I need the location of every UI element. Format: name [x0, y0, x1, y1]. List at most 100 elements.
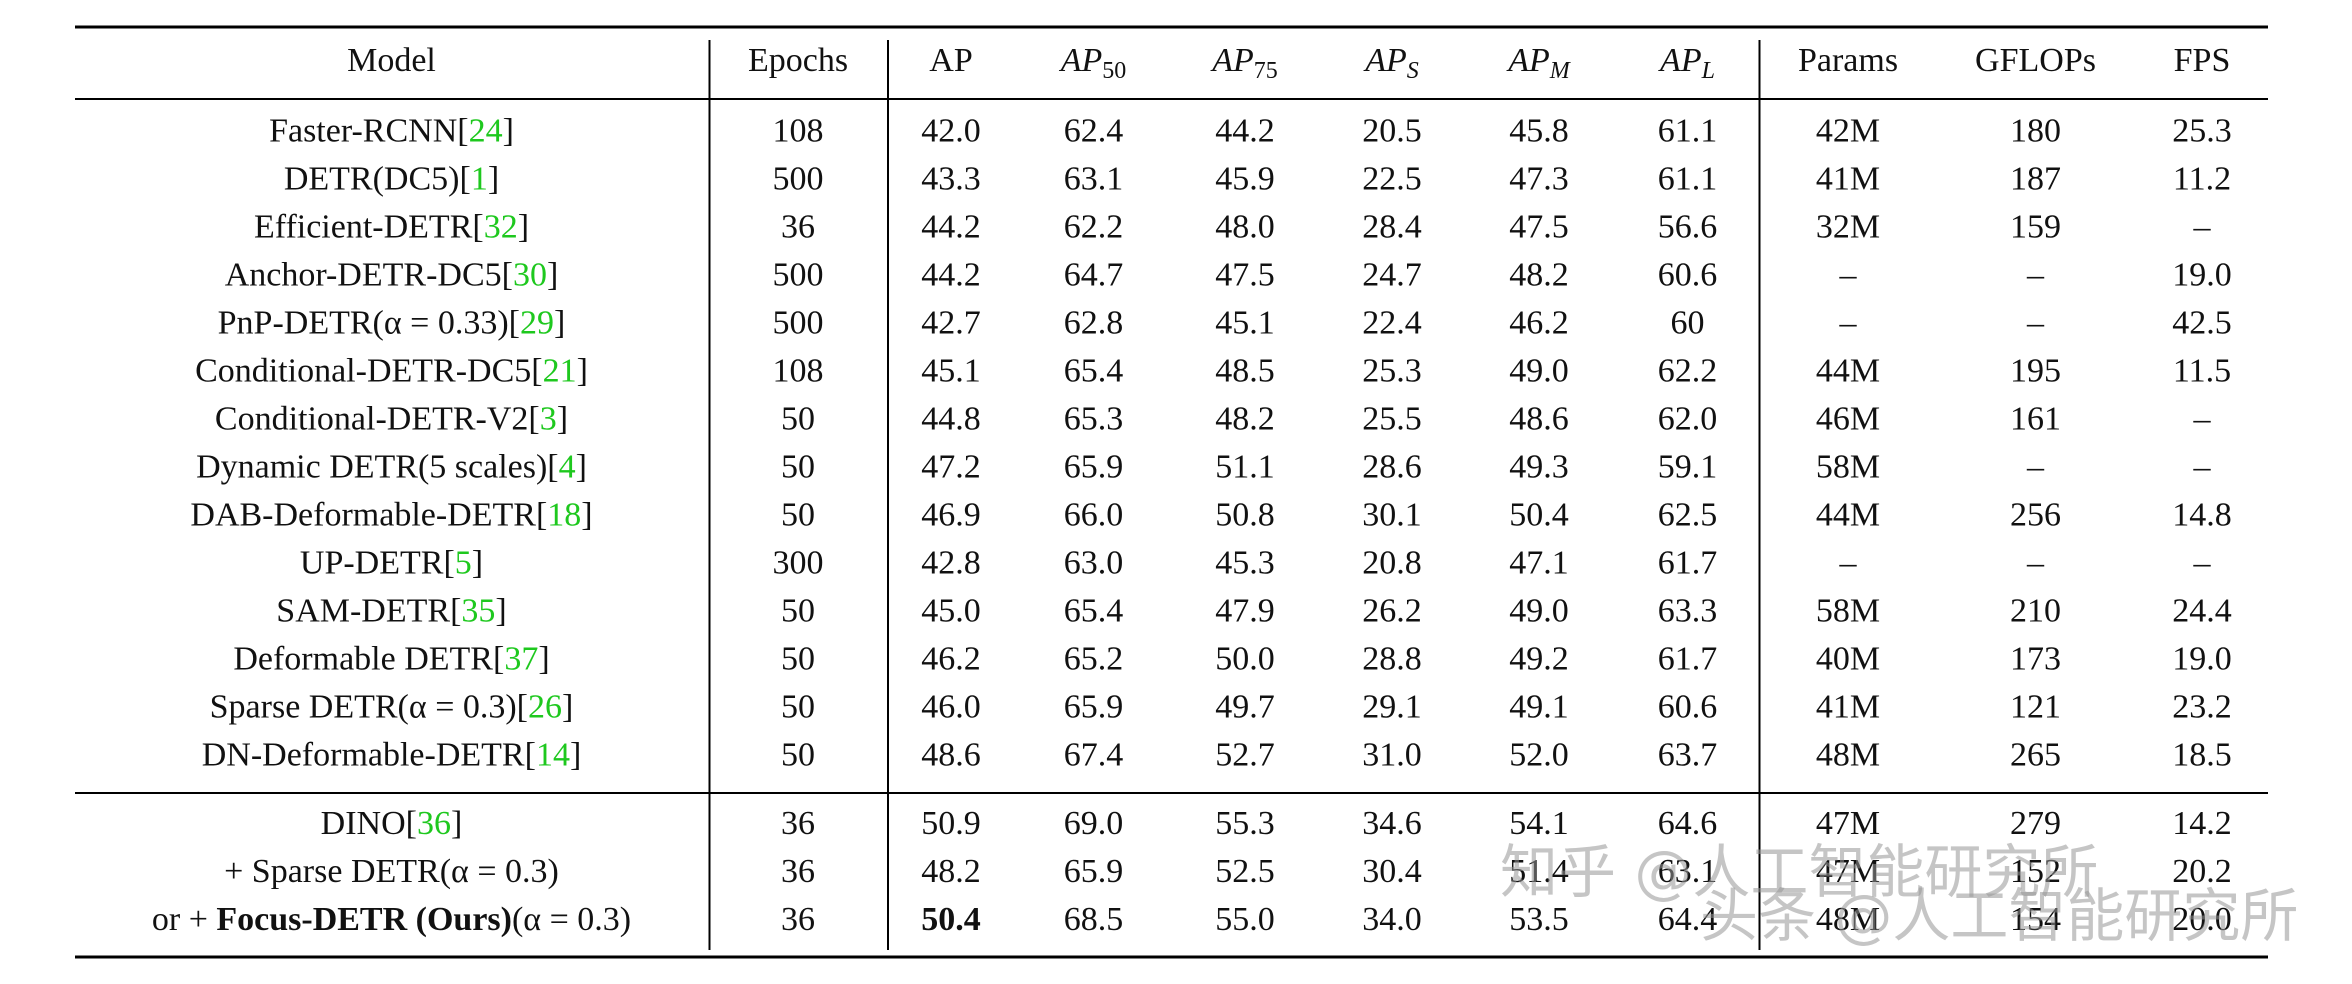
cell-value: 48.0 [1215, 208, 1275, 245]
cell-value: 49.2 [1509, 640, 1569, 677]
model-text: ] [554, 304, 565, 341]
cell-value: 60.6 [1658, 688, 1718, 725]
model-text: Conditional-DETR-DC5[ [195, 352, 543, 389]
cell-value: 42.0 [921, 112, 981, 149]
cell-value: 45.1 [921, 352, 981, 389]
cell-value: 65.3 [1064, 400, 1124, 437]
cell-value: 25.3 [1362, 352, 1422, 389]
header-cell: Model [347, 42, 436, 79]
cell-value: 69.0 [1064, 805, 1124, 842]
cell-value: 60 [1671, 304, 1705, 341]
cell-value: – [1839, 256, 1858, 293]
cell-value: 300 [773, 544, 824, 581]
cell-value: – [2193, 544, 2212, 581]
cell-value: 62.2 [1064, 208, 1124, 245]
cell-value: 108 [773, 112, 824, 149]
cell-value: 19.0 [2172, 256, 2232, 293]
cell-value: 265 [2010, 736, 2061, 773]
reference: 18 [547, 496, 581, 533]
header-cell: APM [1506, 42, 1572, 84]
cell-value: 62.5 [1658, 496, 1718, 533]
header-subscript: L [1701, 58, 1715, 84]
cell-value: 50 [781, 688, 815, 725]
cell-value: 36 [781, 853, 815, 890]
header-cell: AP [929, 42, 972, 79]
cell-value: 48.2 [1215, 400, 1275, 437]
cell-value: 64.7 [1064, 256, 1124, 293]
cell-value: 65.4 [1064, 352, 1124, 389]
model-text: ] [451, 805, 462, 842]
reference: 30 [513, 256, 547, 293]
model-name: Conditional-DETR-V2[3] [215, 400, 568, 437]
cell-value: 20.2 [2172, 853, 2232, 890]
cell-value: 49.1 [1509, 688, 1569, 725]
cell-value: 51.1 [1215, 448, 1275, 485]
cell-value: 50 [781, 736, 815, 773]
cell-value: 23.2 [2172, 688, 2232, 725]
model-text: Conditional-DETR-V2[ [215, 400, 540, 437]
cell-value: 180 [2010, 112, 2061, 149]
cell-value: 32M [1816, 208, 1880, 245]
header-cell: APS [1363, 42, 1419, 84]
cell-value: 500 [773, 256, 824, 293]
cell-value: – [2193, 208, 2212, 245]
cell-value: 36 [781, 805, 815, 842]
reference: 35 [461, 592, 495, 629]
cell-value: 64.6 [1658, 805, 1718, 842]
cell-value: 47.2 [921, 448, 981, 485]
cell-value: 36 [781, 208, 815, 245]
reference: 1 [471, 160, 488, 197]
header-text: Epochs [748, 42, 848, 79]
model-text: Dynamic DETR(5 scales)[ [196, 448, 559, 485]
reference: 5 [455, 544, 472, 581]
reference: 21 [543, 352, 577, 389]
cell-value: 14.8 [2172, 496, 2232, 533]
cell-value: 30.1 [1362, 496, 1422, 533]
cell-value: 68.5 [1064, 901, 1124, 938]
cell-value: – [2026, 304, 2045, 341]
cell-value: 56.6 [1658, 208, 1718, 245]
model-name: Deformable DETR[37] [233, 640, 549, 677]
cell-value: 67.4 [1064, 736, 1124, 773]
cell-value: 46.9 [921, 496, 981, 533]
cell-value: 40M [1816, 640, 1880, 677]
cell-value: 46.2 [921, 640, 981, 677]
cell-value: 44M [1816, 496, 1880, 533]
cell-value: 152 [2010, 853, 2061, 890]
model-text: ] [472, 544, 483, 581]
cell-value: 64.4 [1658, 901, 1718, 938]
cell-value: 63.3 [1658, 592, 1718, 629]
cell-value: 63.7 [1658, 736, 1718, 773]
cell-value: – [1839, 304, 1858, 341]
cell-value: 50 [781, 592, 815, 629]
cell-value: 47M [1816, 853, 1880, 890]
cell-value: 47.3 [1509, 160, 1569, 197]
cell-value: 63.1 [1658, 853, 1718, 890]
cell-value: 25.3 [2172, 112, 2232, 149]
cell-value: 28.8 [1362, 640, 1422, 677]
cell-value: 42.8 [921, 544, 981, 581]
cell-value: 11.5 [2173, 352, 2231, 389]
cell-value: 50.8 [1215, 496, 1275, 533]
cell-value: 47.1 [1509, 544, 1569, 581]
cell-value: 11.2 [2173, 160, 2231, 197]
cell-value: 61.7 [1658, 544, 1718, 581]
model-name: + Sparse DETR(α = 0.3) [224, 853, 559, 890]
model-text: ] [570, 736, 581, 773]
header-subscript: M [1549, 58, 1572, 84]
header-text: AP [929, 42, 972, 79]
model-text: ] [538, 640, 549, 677]
cell-value: 47.9 [1215, 592, 1275, 629]
cell-value: 28.6 [1362, 448, 1422, 485]
model-text: Deformable DETR[ [233, 640, 504, 677]
cell-value: 48.5 [1215, 352, 1275, 389]
cell-value: – [2193, 400, 2212, 437]
header-cell: APL [1658, 42, 1715, 84]
cell-value: 500 [773, 160, 824, 197]
model-name: DAB-Deformable-DETR[18] [190, 496, 592, 533]
cell-value: 59.1 [1658, 448, 1718, 485]
cell-value: 50 [781, 448, 815, 485]
model-text: ] [577, 352, 588, 389]
header-subscript: 50 [1102, 58, 1126, 84]
model-text: ] [488, 160, 499, 197]
